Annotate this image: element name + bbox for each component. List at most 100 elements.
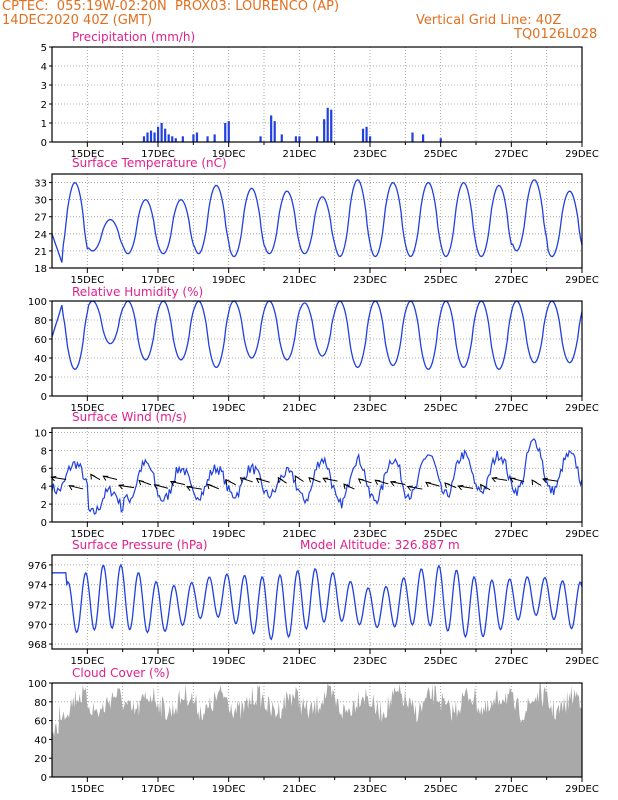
wind-direction-arrowhead <box>308 476 315 483</box>
wind-direction-arrowhead <box>239 477 246 483</box>
precip-bar <box>361 128 365 142</box>
y-tick-label: 20 <box>34 754 47 765</box>
wind-direction-arrowhead <box>255 477 262 484</box>
x-tick-label: 21DEC <box>282 275 316 286</box>
precip-bar <box>411 132 414 142</box>
precip-bar <box>149 130 153 142</box>
panel-title: Surface Pressure (hPa) <box>72 538 208 552</box>
x-tick-label: 23DEC <box>353 529 387 540</box>
wind-direction-arrowhead <box>389 480 396 487</box>
wind-direction-arrowhead <box>118 484 125 490</box>
wind-direction-arrowhead <box>225 478 231 485</box>
y-tick-label: 968 <box>28 640 47 651</box>
panel-title: Surface Wind (m/s) <box>72 410 187 424</box>
wind-direction-arrow <box>492 477 508 481</box>
precip-bar <box>195 132 199 142</box>
x-tick-label: 23DEC <box>353 149 387 160</box>
x-tick-label: 25DEC <box>424 784 458 795</box>
plot-frame <box>51 300 583 397</box>
y-tick-label: 21 <box>34 247 47 258</box>
precip-bar <box>192 134 195 142</box>
x-tick-label: 17DEC <box>141 529 175 540</box>
panel-title: Surface Temperature (nC) <box>72 156 227 170</box>
x-tick-label: 25DEC <box>424 656 458 667</box>
x-tick-label: 17DEC <box>141 403 175 414</box>
wind-direction-arrowhead <box>170 481 176 486</box>
x-tick-label: 27DEC <box>494 275 528 286</box>
wind-direction-arrowhead <box>322 477 329 483</box>
wind-direction-arrowhead <box>444 482 450 489</box>
y-tick-label: 4 <box>41 62 47 73</box>
x-tick-label: 17DEC <box>141 784 175 795</box>
x-tick-label: 19DEC <box>212 275 246 286</box>
precip-bar <box>369 136 372 142</box>
x-tick-label: 17DEC <box>141 149 175 160</box>
precip-bar <box>224 123 227 142</box>
x-tick-label: 29DEC <box>565 275 599 286</box>
precip-bar <box>323 119 326 142</box>
y-tick-label: 1 <box>41 119 47 130</box>
x-tick-label: 21DEC <box>282 403 316 414</box>
y-tick-label: 2 <box>41 500 47 511</box>
wind-direction-arrowhead <box>343 483 349 490</box>
precip-bar <box>365 126 368 142</box>
y-tick-label: 0 <box>41 518 47 529</box>
cloud-cover-area <box>52 683 582 777</box>
x-tick-label: 23DEC <box>353 275 387 286</box>
x-tick-label: 29DEC <box>565 656 599 667</box>
x-tick-label: 27DEC <box>494 656 528 667</box>
precip-bar <box>316 136 319 142</box>
model-altitude-annotation: Model Altitude: 326.887 m <box>300 538 460 552</box>
wind-direction-arrow <box>118 484 135 489</box>
precip-bar <box>174 138 177 142</box>
x-tick-label: 29DEC <box>565 529 599 540</box>
precip-bar <box>439 138 442 142</box>
y-tick-label: 60 <box>34 717 47 728</box>
wind-direction-arrowhead <box>294 475 300 482</box>
y-tick-label: 0 <box>41 392 47 403</box>
precip-bar <box>171 136 174 142</box>
wind-direction-arrowhead <box>509 477 516 483</box>
pressure-series-line <box>52 563 583 641</box>
wind-direction-arrow <box>51 476 67 481</box>
x-tick-label: 15DEC <box>70 784 104 795</box>
wind-direction-arrowhead <box>138 479 145 486</box>
x-tick-label: 15DEC <box>70 149 104 160</box>
precip-bar <box>181 136 184 142</box>
y-tick-label: 33 <box>34 179 47 190</box>
x-tick-label: 25DEC <box>424 275 458 286</box>
x-tick-label: 15DEC <box>70 403 104 414</box>
wind-direction-arrowhead <box>531 479 537 486</box>
y-tick-label: 976 <box>28 561 47 572</box>
x-tick-label: 25DEC <box>424 529 458 540</box>
precip-bar <box>422 134 425 142</box>
precip-bar <box>146 132 149 142</box>
y-tick-label: 18 <box>34 264 47 275</box>
y-tick-label: 27 <box>34 213 47 224</box>
x-tick-label: 27DEC <box>494 149 528 160</box>
plot-frame <box>51 682 583 778</box>
x-tick-label: 23DEC <box>353 784 387 795</box>
wind-direction-arrowhead <box>153 484 160 490</box>
y-tick-label: 974 <box>28 581 47 592</box>
y-tick-label: 5 <box>41 43 47 54</box>
humidity-series-line <box>51 300 583 371</box>
x-tick-label: 19DEC <box>212 403 246 414</box>
precip-bar <box>213 134 216 142</box>
wind-direction-arrowhead <box>457 484 464 491</box>
wind-direction-arrow <box>186 486 202 490</box>
wind-direction-arrowhead <box>90 473 96 480</box>
x-tick-label: 27DEC <box>494 403 528 414</box>
precip-bar <box>330 109 333 142</box>
x-tick-label: 21DEC <box>282 529 316 540</box>
y-tick-label: 3 <box>41 81 47 92</box>
x-tick-label: 27DEC <box>494 529 528 540</box>
precip-bar <box>167 134 170 142</box>
plot-frame <box>51 427 583 523</box>
x-tick-label: 21DEC <box>282 656 316 667</box>
wind-direction-arrow <box>407 486 423 490</box>
x-tick-label: 29DEC <box>565 784 599 795</box>
y-tick-label: 100 <box>28 297 47 308</box>
x-tick-label: 21DEC <box>282 149 316 160</box>
y-tick-label: 60 <box>34 335 47 346</box>
